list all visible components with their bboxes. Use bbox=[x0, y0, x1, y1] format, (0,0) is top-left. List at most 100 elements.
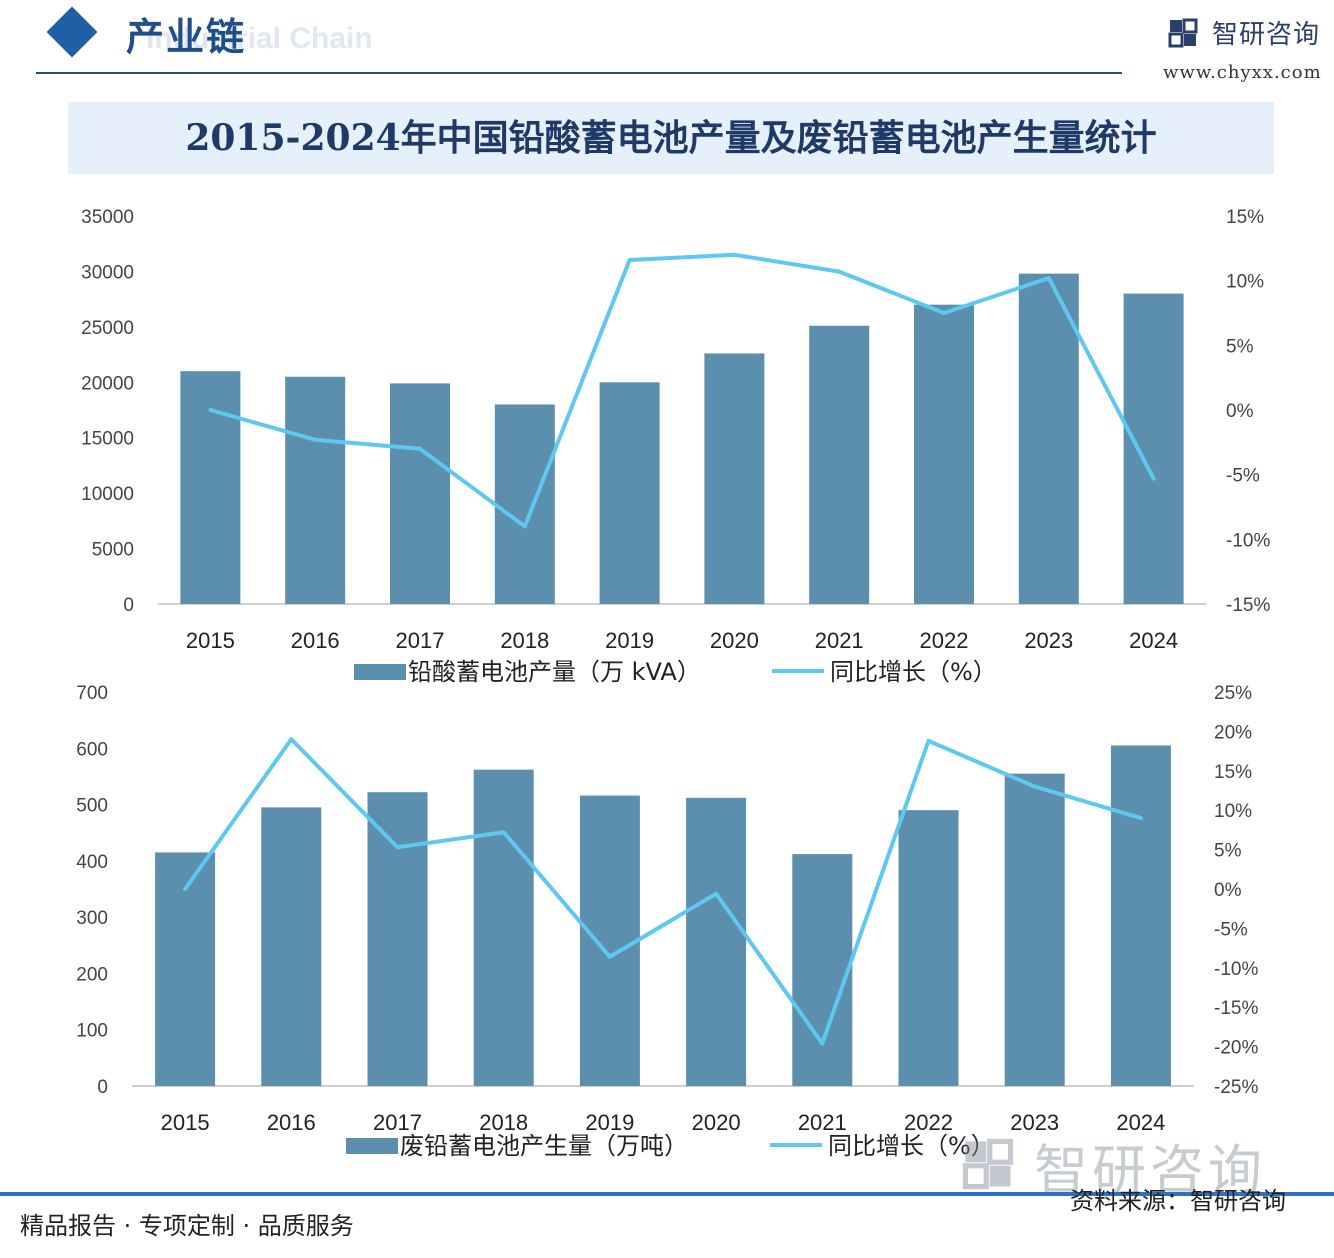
y-left-tick-label: 700 bbox=[76, 683, 108, 704]
growth-point-2020 bbox=[714, 891, 719, 896]
bar-2022 bbox=[914, 304, 974, 604]
x-tick-label: 2021 bbox=[798, 1110, 847, 1135]
legend-bar-label: 铅酸蓄电池产量（万 kVA） bbox=[408, 658, 701, 686]
source-note: 资料来源：智研咨询 bbox=[1070, 1187, 1286, 1215]
y-right-tick-label: 15% bbox=[1226, 207, 1264, 228]
y-left-tick-label: 10000 bbox=[81, 484, 134, 505]
bar-2017 bbox=[390, 383, 450, 604]
x-tick-label: 2018 bbox=[500, 628, 549, 653]
x-tick-label: 2022 bbox=[904, 1110, 953, 1135]
growth-point-2024 bbox=[1151, 476, 1156, 481]
growth-point-2018 bbox=[522, 524, 527, 529]
x-tick-label: 2016 bbox=[267, 1110, 316, 1135]
y-left-tick-label: 20000 bbox=[81, 373, 134, 394]
y-right-tick-label: -10% bbox=[1226, 530, 1270, 551]
bar-2015 bbox=[180, 371, 241, 604]
growth-point-2024 bbox=[1138, 816, 1143, 821]
y-right-tick-label: 0% bbox=[1214, 880, 1242, 901]
growth-rate-line bbox=[209, 252, 1156, 529]
growth-point-2016 bbox=[289, 737, 294, 742]
growth-point-2017 bbox=[418, 446, 422, 451]
y-right-tick-label: 5% bbox=[1214, 841, 1242, 862]
footer-divider bbox=[0, 1192, 1334, 1196]
bar-2024 bbox=[1123, 293, 1184, 604]
bar-2020 bbox=[686, 797, 747, 1086]
legend-line-label: 同比增长（%） bbox=[830, 658, 997, 686]
y-left-tick-label: 15000 bbox=[81, 429, 134, 450]
y-right-tick-label: -15% bbox=[1226, 595, 1270, 616]
title-background bbox=[68, 102, 1274, 174]
header-divider bbox=[36, 72, 1122, 74]
growth-point-2023 bbox=[1032, 784, 1037, 789]
x-tick-label: 2019 bbox=[605, 628, 654, 653]
y-left-tick-label: 400 bbox=[76, 852, 108, 873]
x-tick-label: 2015 bbox=[186, 628, 235, 653]
y-left-tick-label: 0 bbox=[97, 1077, 108, 1098]
y-left-tick-label: 30000 bbox=[81, 262, 134, 283]
growth-point-2015 bbox=[208, 408, 213, 412]
bar-2016 bbox=[285, 376, 346, 604]
x-tick-label: 2016 bbox=[291, 628, 340, 653]
growth-point-2021 bbox=[837, 269, 842, 274]
y-right-tick-label: 15% bbox=[1214, 762, 1252, 783]
y-left-tick-label: 0 bbox=[123, 595, 134, 616]
y-left-tick-label: 300 bbox=[76, 908, 108, 929]
bar-2023 bbox=[1004, 773, 1065, 1086]
page-title: 2015-2024年中国铅酸蓄电池产量及废铅蓄电池产生量统计 bbox=[185, 117, 1157, 159]
y-left-tick-label: 500 bbox=[76, 796, 108, 817]
legend-bar-swatch bbox=[346, 1138, 398, 1154]
chart-waste-battery-generation: 700 600 500 400 300 200 100 0 25% 20% 15% 10% 5% 0% -5… bbox=[76, 683, 1258, 1160]
brand-url[interactable]: www.chyxx.com bbox=[1163, 62, 1322, 83]
bar-2017 bbox=[367, 792, 428, 1086]
growth-point-2016 bbox=[313, 437, 318, 442]
y-right-tick-label: 10% bbox=[1214, 801, 1252, 822]
bar-2021 bbox=[809, 325, 870, 604]
y-right-tick-label: -25% bbox=[1214, 1077, 1258, 1098]
bar-2020 bbox=[704, 353, 765, 604]
y-right-tick-label: 20% bbox=[1214, 722, 1252, 743]
watermark-text: 智研咨询 bbox=[1034, 1139, 1266, 1202]
growth-point-2017 bbox=[395, 845, 400, 850]
x-tick-label: 2023 bbox=[1010, 1110, 1059, 1135]
bar-2024 bbox=[1110, 745, 1171, 1086]
footer-slogan: 精品报告 · 专项定制 · 品质服务 bbox=[20, 1212, 354, 1240]
legend-line-label: 同比增长（%） bbox=[828, 1132, 995, 1160]
x-tick-label: 2024 bbox=[1116, 1110, 1165, 1135]
x-tick-label: 2017 bbox=[373, 1110, 422, 1135]
x-tick-label: 2024 bbox=[1129, 628, 1178, 653]
bar-2022 bbox=[898, 810, 959, 1086]
growth-point-2022 bbox=[942, 311, 946, 315]
growth-point-2018 bbox=[501, 830, 506, 835]
brand-logo-icon bbox=[1168, 18, 1198, 48]
y-right-tick-label: 5% bbox=[1226, 336, 1254, 357]
y-right-tick-label: -15% bbox=[1214, 998, 1258, 1019]
header-diamond-icon bbox=[46, 6, 98, 58]
bar-2016 bbox=[261, 807, 322, 1086]
x-tick-label: 2023 bbox=[1024, 628, 1073, 653]
legend-bar-label: 废铅蓄电池产生量（万吨） bbox=[400, 1132, 688, 1160]
growth-point-2022 bbox=[926, 738, 931, 743]
y-left-tick-label: 600 bbox=[76, 739, 108, 760]
growth-point-2020 bbox=[732, 252, 737, 257]
y-left-tick-label: 5000 bbox=[92, 540, 134, 561]
growth-point-2015 bbox=[183, 887, 188, 891]
y-left-tick-label: 35000 bbox=[81, 207, 134, 228]
growth-point-2019 bbox=[627, 257, 632, 262]
y-left-tick-label: 100 bbox=[76, 1021, 108, 1042]
y-right-tick-label: 10% bbox=[1226, 272, 1264, 293]
x-tick-label: 2022 bbox=[920, 628, 969, 653]
y-right-tick-label: 25% bbox=[1214, 683, 1252, 704]
bar-2018 bbox=[473, 769, 534, 1086]
x-tick-label: 2020 bbox=[692, 1110, 741, 1135]
header-title: 产业链 bbox=[126, 15, 247, 59]
x-tick-label: 2021 bbox=[815, 628, 864, 653]
bar-2019 bbox=[579, 795, 640, 1086]
brand-name: 智研咨询 bbox=[1212, 20, 1321, 50]
x-tick-label: 2020 bbox=[710, 628, 759, 653]
y-right-tick-label: 0% bbox=[1226, 401, 1254, 422]
x-tick-label: 2018 bbox=[479, 1110, 528, 1135]
x-tick-label: 2015 bbox=[161, 1110, 210, 1135]
bar-2023 bbox=[1018, 273, 1079, 604]
growth-rate-line bbox=[183, 737, 1142, 1046]
watermark-logo-icon bbox=[962, 1138, 1014, 1190]
